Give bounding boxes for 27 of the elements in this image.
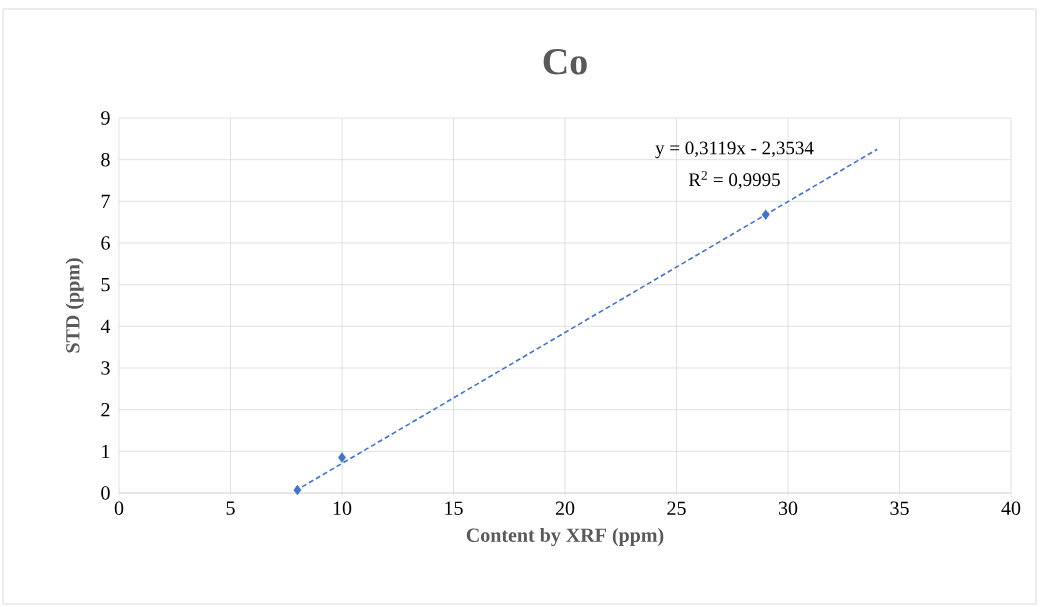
x-tick-label: 10 (333, 501, 352, 516)
x-tick-label: 25 (667, 501, 686, 515)
x-tick-label: 0 (114, 501, 124, 516)
y-tick-label: 7 (101, 194, 110, 208)
point (293, 484, 302, 496)
y-tick-label: 8 (101, 152, 110, 167)
x-tick-label: 20 (555, 501, 575, 516)
y-tick-label: 6 (101, 236, 110, 250)
y-tick-label: 3 (101, 361, 110, 375)
y-tick-label: 0 (101, 486, 110, 500)
y-tick-label: 5 (101, 278, 110, 292)
x-tick-label: 5 (226, 501, 235, 515)
x-axis-title: Content by XRF (ppm) (466, 527, 664, 547)
y-tick-label: 4 (100, 319, 111, 333)
y-axis-title: STD (ppm) (65, 258, 84, 353)
x-tick-label: 35 (890, 501, 909, 515)
point (761, 209, 770, 220)
y-tick-label: 2 (101, 403, 110, 417)
annotation: R$^{2}$ = 0,9995 (688, 170, 780, 189)
chart-title: Co (543, 48, 587, 75)
y-tick-label: 9 (101, 111, 110, 125)
x-tick-label: 30 (778, 501, 798, 516)
point (338, 452, 346, 463)
x-tick-label: 15 (445, 501, 463, 515)
x-tick-label: 40 (1001, 501, 1021, 516)
annotation: y = 0,3119x - 2,3534 (655, 141, 814, 159)
y-tick-label: 1 (102, 444, 110, 458)
